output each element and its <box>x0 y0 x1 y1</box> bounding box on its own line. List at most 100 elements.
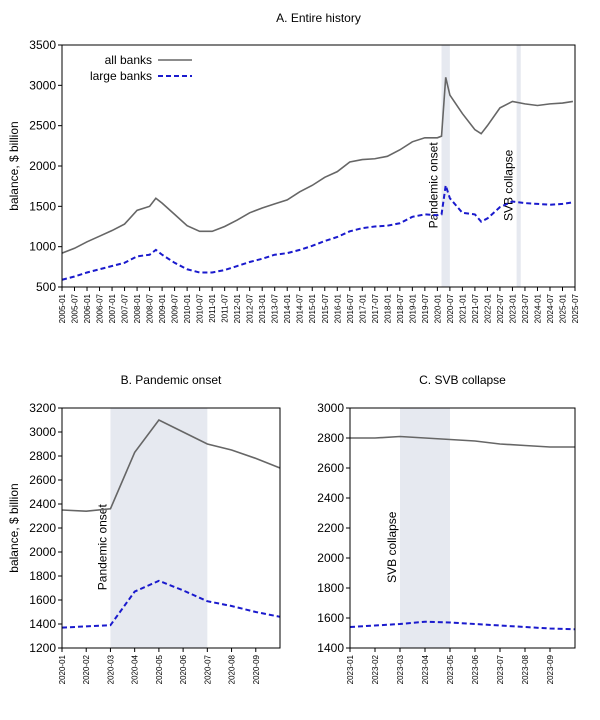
x-tick-label: 2018-01 <box>383 293 392 323</box>
legend-label: large banks <box>90 69 152 83</box>
x-tick-label: 2023-05 <box>446 654 455 684</box>
y-tick-label: 1600 <box>317 611 344 625</box>
x-tick-label: 2008-07 <box>146 293 155 323</box>
x-tick-label: 2020-07 <box>446 293 455 323</box>
x-tick-label: 2014-07 <box>296 293 305 323</box>
x-tick-label: 2023-01 <box>346 654 355 684</box>
x-tick-label: 2023-06 <box>471 654 480 684</box>
plot-frame <box>61 407 281 649</box>
x-tick-label: 2023-07 <box>521 293 530 323</box>
y-tick-label: 1800 <box>317 581 344 595</box>
x-tick-label: 2017-07 <box>371 293 380 323</box>
y-tick-label: 1600 <box>29 593 56 607</box>
y-tick-label: 1200 <box>29 641 56 655</box>
x-tick-label: 2007-07 <box>121 293 130 323</box>
x-tick-label: 2015-07 <box>321 293 330 323</box>
x-tick-label: 2023-02 <box>371 654 380 684</box>
x-tick-label: 2005-07 <box>71 293 80 323</box>
x-tick-label: 2020-01 <box>433 293 442 323</box>
x-tick-label: 2024-01 <box>533 293 542 323</box>
x-tick-label: 2023-04 <box>421 654 430 684</box>
x-tick-label: 2013-07 <box>271 293 280 323</box>
x-tick-label: 2023-07 <box>496 654 505 684</box>
y-tick-label: 3000 <box>29 78 56 92</box>
x-tick-label: 2020-03 <box>106 654 115 684</box>
x-tick-label: 2020-09 <box>252 654 261 684</box>
x-tick-label: 2006-01 <box>83 293 92 323</box>
event-label: SVB collapse <box>385 511 399 583</box>
series-line <box>349 620 576 631</box>
series-line <box>61 418 281 513</box>
x-tick-label: 2005-01 <box>58 293 67 323</box>
shaded-period <box>400 408 450 648</box>
y-tick-label: 2200 <box>29 521 56 535</box>
series-line <box>61 579 281 629</box>
x-tick-label: 2009-01 <box>158 293 167 323</box>
x-tick-label: 2008-01 <box>133 293 142 323</box>
x-tick-label: 2021-07 <box>471 293 480 323</box>
event-label: Pandemic onset <box>95 504 109 591</box>
x-tick-label: 2016-01 <box>333 293 342 323</box>
x-tick-label: 2023-08 <box>521 654 530 684</box>
event-label: SVB collapse <box>502 149 516 221</box>
y-tick-label: 3500 <box>29 38 56 52</box>
x-tick-label: 2022-07 <box>496 293 505 323</box>
x-tick-label: 2018-07 <box>396 293 405 323</box>
x-tick-label: 2009-07 <box>171 293 180 323</box>
shaded-period <box>441 45 450 287</box>
y-tick-label: 500 <box>36 280 56 294</box>
y-tick-label: 1400 <box>29 617 56 631</box>
x-tick-label: 2020-06 <box>179 654 188 684</box>
y-tick-label: 2800 <box>317 431 344 445</box>
x-tick-label: 2010-07 <box>196 293 205 323</box>
x-tick-label: 2011-07 <box>221 293 230 322</box>
x-tick-label: 2006-07 <box>96 293 105 323</box>
y-tick-label: 2500 <box>29 119 56 133</box>
panel-title: A. Entire history <box>276 11 361 25</box>
x-tick-label: 2014-01 <box>283 293 292 323</box>
x-tick-label: 2020-02 <box>82 654 91 684</box>
y-tick-label: 1500 <box>29 199 56 213</box>
y-tick-label: 1800 <box>29 569 56 583</box>
x-tick-label: 2012-01 <box>233 293 242 323</box>
y-tick-label: 3000 <box>29 425 56 439</box>
y-tick-label: 2400 <box>29 497 56 511</box>
x-tick-label: 2007-01 <box>108 293 117 323</box>
x-tick-label: 2016-07 <box>346 293 355 323</box>
plot-frame <box>61 44 576 288</box>
plot-frame <box>349 407 576 649</box>
series-line <box>350 435 575 448</box>
x-tick-label: 2020-07 <box>203 654 212 684</box>
shaded-period <box>516 45 521 287</box>
y-tick-label: 2200 <box>317 521 344 535</box>
x-tick-label: 2011-01 <box>208 293 217 322</box>
y-axis-label: balance, $ billion <box>7 121 21 210</box>
panel-title: C. SVB collapse <box>419 373 506 387</box>
series-line <box>61 185 574 281</box>
y-tick-label: 2600 <box>317 461 344 475</box>
series-line <box>61 77 574 254</box>
x-tick-label: 2023-03 <box>396 654 405 684</box>
x-tick-label: 2019-07 <box>421 293 430 323</box>
x-tick-label: 2025-07 <box>571 293 580 323</box>
panel-title: B. Pandemic onset <box>121 373 222 387</box>
x-tick-label: 2010-01 <box>183 293 192 323</box>
x-tick-label: 2015-01 <box>308 293 317 323</box>
x-tick-label: 2022-01 <box>483 293 492 323</box>
y-axis-label: balance, $ billion <box>7 483 21 572</box>
x-tick-label: 2020-01 <box>58 654 67 684</box>
x-tick-label: 2019-01 <box>408 293 417 323</box>
x-tick-label: 2020-08 <box>228 654 237 684</box>
x-tick-label: 2017-01 <box>358 293 367 323</box>
x-tick-label: 2013-01 <box>258 293 267 323</box>
x-tick-label: 2024-07 <box>546 293 555 323</box>
shaded-period <box>110 408 208 648</box>
x-tick-label: 2020-05 <box>155 654 164 684</box>
y-tick-label: 2000 <box>29 545 56 559</box>
x-tick-label: 2020-04 <box>131 654 140 684</box>
x-tick-label: 2023-01 <box>508 293 517 323</box>
x-tick-label: 2023-09 <box>546 654 555 684</box>
x-tick-label: 2021-01 <box>458 293 467 323</box>
y-tick-label: 3200 <box>29 401 56 415</box>
